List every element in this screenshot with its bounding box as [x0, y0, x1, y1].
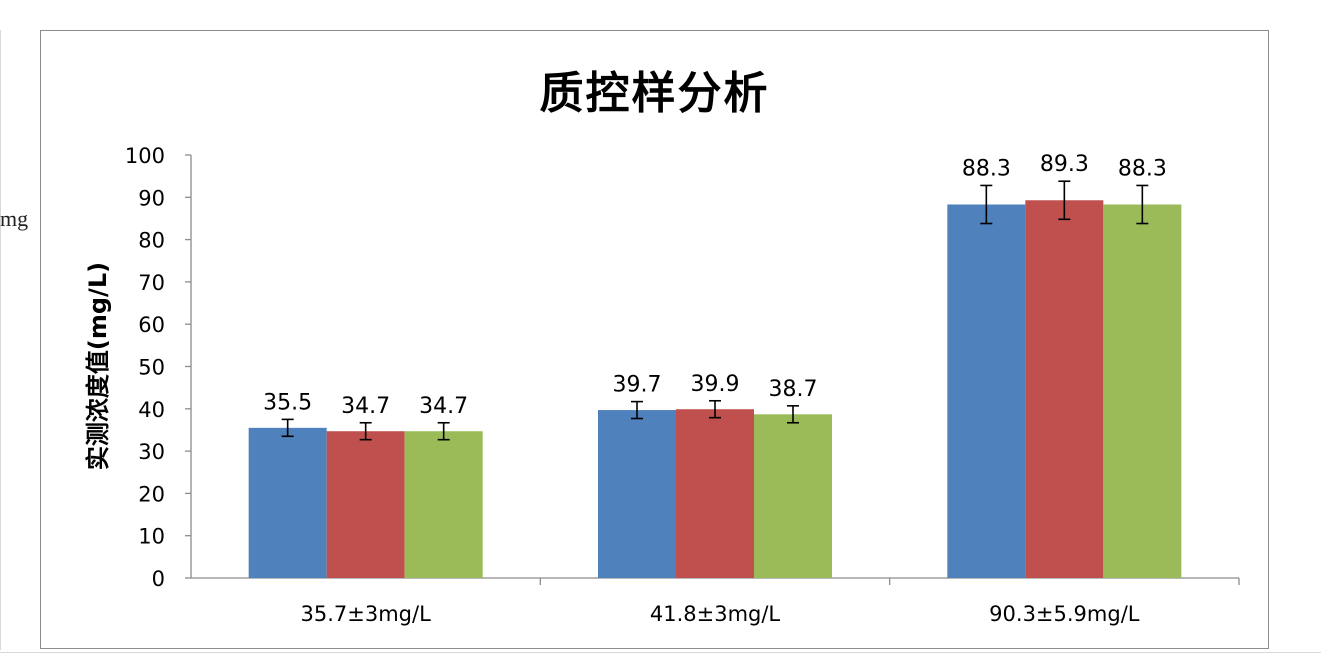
- y-tick-label: 90: [138, 186, 165, 210]
- data-label: 89.3: [1040, 152, 1089, 177]
- bar: [404, 431, 483, 578]
- bar: [248, 427, 327, 578]
- bar: [1103, 204, 1182, 578]
- bar: [598, 410, 676, 578]
- data-label: 34.7: [419, 394, 468, 419]
- data-label: 39.9: [691, 372, 740, 397]
- data-label: 39.7: [613, 373, 662, 398]
- x-category-label: 90.3±5.9mg/L: [989, 602, 1140, 626]
- data-label: 88.3: [1118, 156, 1167, 181]
- y-tick-label: 80: [138, 229, 165, 253]
- bar: [326, 431, 405, 578]
- bar: [947, 204, 1026, 578]
- data-label: 35.5: [263, 390, 312, 415]
- y-tick-label: 20: [138, 482, 165, 506]
- y-tick-label: 0: [152, 567, 165, 591]
- sheet-gridline-left: [0, 30, 1, 650]
- bar: [754, 414, 832, 578]
- x-category-label: 41.8±3mg/L: [650, 602, 781, 626]
- y-tick-label: 60: [138, 313, 165, 337]
- sheet-gridline-bottom: [0, 652, 1321, 653]
- y-tick-label: 30: [138, 440, 165, 464]
- x-category-label: 35.7±3mg/L: [301, 602, 432, 626]
- bar: [676, 409, 754, 578]
- data-label: 38.7: [769, 377, 818, 402]
- y-tick-label: 50: [138, 356, 165, 380]
- y-tick-label: 70: [138, 271, 165, 295]
- data-label: 88.3: [962, 156, 1011, 181]
- y-tick-label: 10: [138, 525, 165, 549]
- y-tick-label: 100: [125, 144, 165, 168]
- background-cell-text: mg: [0, 206, 29, 231]
- y-axis-title: 实测浓度值(mg/L): [84, 262, 112, 470]
- y-tick-label: 40: [138, 398, 165, 422]
- bar: [1025, 200, 1104, 579]
- chart-title: 质控样分析: [539, 68, 770, 119]
- data-label: 34.7: [341, 394, 390, 419]
